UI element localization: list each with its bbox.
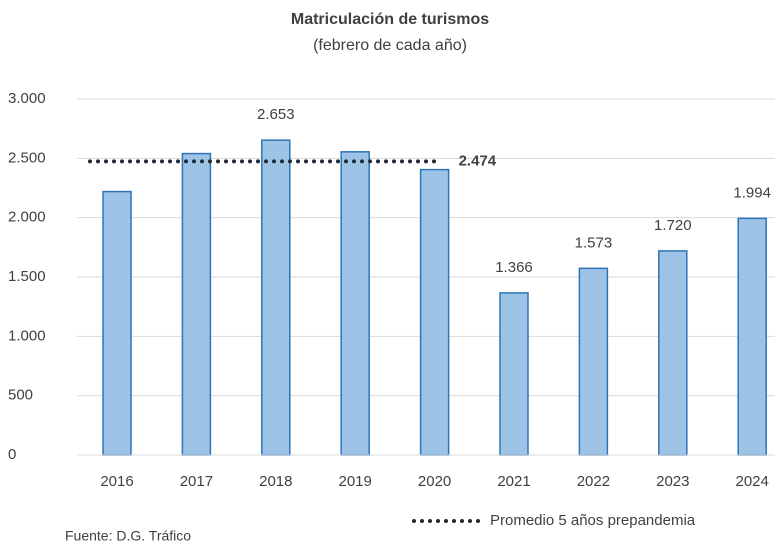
- bar: [340, 151, 370, 456]
- y-tick-label: 2.500: [8, 149, 46, 166]
- x-tick-label: 2019: [339, 473, 372, 490]
- x-tick-label: 2016: [100, 473, 133, 490]
- x-tick-label: 2018: [259, 473, 292, 490]
- bar: [658, 250, 688, 456]
- chart-title: Matriculación de turismos: [291, 11, 489, 28]
- data-label: 1.366: [495, 259, 533, 276]
- data-label: 2.653: [257, 106, 295, 123]
- data-label: 1.994: [733, 184, 771, 201]
- data-label: 1.720: [654, 217, 692, 234]
- x-tick-label: 2017: [180, 473, 213, 490]
- y-tick-label: 0: [8, 446, 16, 463]
- bar: [102, 190, 132, 456]
- bar: [419, 168, 450, 456]
- x-tick-label: 2023: [656, 473, 689, 490]
- y-tick-label: 3.000: [8, 90, 46, 107]
- bar: [181, 152, 212, 456]
- x-tick-label: 2020: [418, 473, 451, 490]
- bar: [737, 217, 767, 456]
- x-tick-label: 2022: [577, 473, 610, 490]
- x-tick-label: 2024: [736, 473, 769, 490]
- bar: [261, 139, 291, 456]
- y-tick-label: 1.500: [8, 268, 46, 285]
- data-label: 1.573: [575, 234, 613, 251]
- reference-label: 2.474: [459, 152, 497, 169]
- bar: [499, 292, 529, 456]
- chart-subtitle: (febrero de cada año): [313, 37, 467, 54]
- y-tick-label: 1.000: [8, 327, 46, 344]
- y-tick-label: 500: [8, 387, 33, 404]
- bar: [578, 267, 609, 456]
- x-tick-label: 2021: [497, 473, 530, 490]
- source-note: Fuente: D.G. Tráfico: [65, 528, 191, 544]
- y-tick-label: 2.000: [8, 209, 46, 226]
- legend-label: Promedio 5 años prepandemia: [490, 512, 696, 529]
